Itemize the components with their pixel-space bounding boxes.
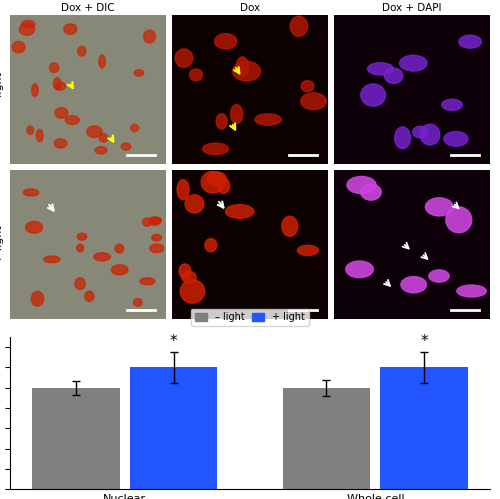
Ellipse shape <box>22 20 35 28</box>
Ellipse shape <box>182 271 196 283</box>
Ellipse shape <box>32 84 38 96</box>
Ellipse shape <box>179 264 191 278</box>
Ellipse shape <box>459 35 481 48</box>
Ellipse shape <box>75 278 85 289</box>
Title: Dox + DAPI: Dox + DAPI <box>382 3 442 13</box>
Ellipse shape <box>232 61 260 81</box>
Ellipse shape <box>99 133 108 142</box>
Ellipse shape <box>205 239 217 252</box>
Ellipse shape <box>24 189 38 196</box>
Ellipse shape <box>230 105 243 124</box>
Ellipse shape <box>54 78 61 90</box>
Ellipse shape <box>298 246 318 255</box>
Ellipse shape <box>394 127 410 149</box>
Ellipse shape <box>130 124 138 132</box>
Ellipse shape <box>32 291 44 306</box>
Ellipse shape <box>347 177 376 194</box>
Ellipse shape <box>444 132 468 146</box>
Ellipse shape <box>429 270 449 282</box>
Ellipse shape <box>85 291 94 301</box>
Ellipse shape <box>134 299 142 306</box>
Ellipse shape <box>95 147 107 154</box>
Legend: – light, + light: – light, + light <box>192 308 308 326</box>
Text: *: * <box>420 334 428 349</box>
Ellipse shape <box>56 82 66 90</box>
Ellipse shape <box>190 69 202 81</box>
Ellipse shape <box>12 41 25 53</box>
Ellipse shape <box>27 126 34 134</box>
Ellipse shape <box>214 33 237 49</box>
Ellipse shape <box>446 207 471 233</box>
Ellipse shape <box>76 245 84 251</box>
Ellipse shape <box>400 55 427 71</box>
Ellipse shape <box>152 235 162 241</box>
Title: Dox: Dox <box>240 3 260 13</box>
Ellipse shape <box>26 222 42 233</box>
Ellipse shape <box>426 198 453 216</box>
Ellipse shape <box>66 116 80 124</box>
Ellipse shape <box>300 93 326 110</box>
Ellipse shape <box>115 245 124 253</box>
Ellipse shape <box>207 172 226 185</box>
Ellipse shape <box>99 55 105 68</box>
Ellipse shape <box>175 49 193 67</box>
Ellipse shape <box>401 276 426 293</box>
Ellipse shape <box>360 184 381 200</box>
Ellipse shape <box>216 114 227 129</box>
Bar <box>130 367 218 489</box>
Ellipse shape <box>54 139 67 148</box>
Ellipse shape <box>442 99 462 110</box>
Ellipse shape <box>202 143 228 155</box>
Ellipse shape <box>412 126 428 138</box>
Ellipse shape <box>301 80 314 92</box>
Bar <box>282 388 370 489</box>
Ellipse shape <box>282 216 298 237</box>
Ellipse shape <box>20 23 34 35</box>
Text: *: * <box>170 334 177 349</box>
Ellipse shape <box>78 233 86 240</box>
Ellipse shape <box>55 107 68 118</box>
Ellipse shape <box>140 278 155 285</box>
Bar <box>32 388 120 489</box>
Ellipse shape <box>361 84 386 106</box>
Ellipse shape <box>44 256 60 262</box>
Ellipse shape <box>236 57 248 76</box>
Ellipse shape <box>180 279 205 303</box>
Ellipse shape <box>64 24 77 34</box>
Ellipse shape <box>384 68 403 83</box>
Ellipse shape <box>36 129 43 142</box>
Ellipse shape <box>149 217 160 226</box>
Ellipse shape <box>78 46 86 56</box>
Ellipse shape <box>346 261 374 278</box>
Ellipse shape <box>150 217 162 224</box>
Ellipse shape <box>142 218 152 226</box>
Ellipse shape <box>420 124 440 145</box>
Ellipse shape <box>134 70 143 76</box>
Ellipse shape <box>255 114 281 125</box>
Ellipse shape <box>87 126 102 138</box>
Ellipse shape <box>290 16 308 36</box>
Ellipse shape <box>144 30 156 43</box>
Ellipse shape <box>218 178 230 194</box>
Ellipse shape <box>121 143 131 150</box>
Y-axis label: + light: + light <box>0 226 4 263</box>
Ellipse shape <box>94 253 110 261</box>
Bar <box>380 367 468 489</box>
Y-axis label: – light: – light <box>0 72 4 106</box>
Ellipse shape <box>112 265 128 275</box>
Ellipse shape <box>50 63 58 72</box>
Ellipse shape <box>185 195 204 213</box>
Ellipse shape <box>177 180 189 200</box>
Ellipse shape <box>226 205 254 218</box>
Ellipse shape <box>368 63 394 75</box>
Ellipse shape <box>201 171 224 193</box>
Ellipse shape <box>457 285 486 297</box>
Ellipse shape <box>150 244 164 252</box>
Title: Dox + DIC: Dox + DIC <box>61 3 114 13</box>
